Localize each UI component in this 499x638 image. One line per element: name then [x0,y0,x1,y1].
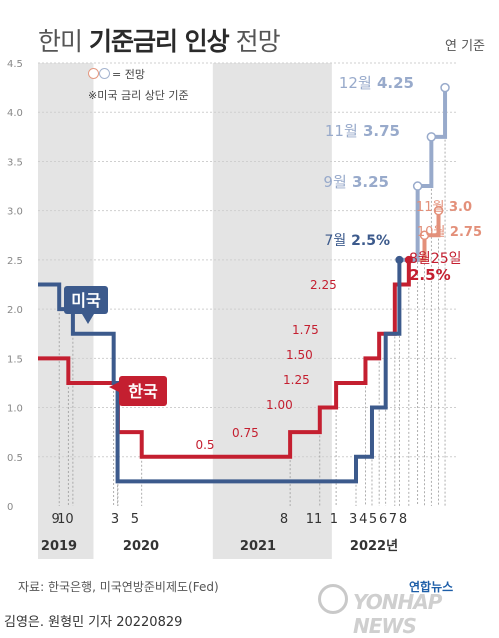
year-label: 2021 [240,539,276,554]
credit-line: 김영은. 원형민 기자 20220829 [4,615,183,630]
forecast-korea-circle-icon [88,68,99,79]
x-tick-label: 6 [379,512,387,527]
x-tick-label: 9 [52,512,60,527]
y-tick-label: 3.5 [7,157,23,168]
unit-label: 연 기준 [444,39,485,54]
x-tick-label: 11 [306,512,323,527]
x-tick-label: 8 [280,512,288,527]
legend-forecast-label: = 전망 [112,68,145,81]
y-tick-label: 4.5 [7,59,23,70]
x-tick-label: 3 [111,512,119,527]
us-label-nov: 11월 3.75 [325,122,400,140]
y-tick-label: 0.5 [7,453,23,464]
year-label: 2022년 [350,539,398,554]
us-label-sep: 9월 3.25 [323,173,389,191]
y-tick-label: 3.0 [7,207,23,218]
y-tick-label: 1.5 [7,354,23,365]
korea-current-point [404,255,413,264]
forecast-us-circle-icon [99,68,110,79]
korea-rate-label: 0.5 [195,438,214,452]
us-tag [64,286,108,314]
y-tick-label: 0 [7,502,13,513]
x-tick-label: 5 [131,512,139,527]
korea-tag-pointer [109,382,119,392]
korea-forecast-point [419,230,430,241]
title-bold: 기준금리 인상 [88,27,230,56]
x-tick-label: 10 [57,512,74,527]
korea-rate-label: 1.25 [283,373,310,387]
logo-name: YONHAP NEWS [353,590,442,638]
us-forecast-point [426,132,437,142]
korea-forecast-point [433,205,444,216]
chart-title: 한미 기준금리 인상 전망 [38,22,281,58]
y-tick-label: 2.0 [7,305,23,316]
us-forecast-line [399,87,448,262]
yonhap-logo: 연합뉴스 YONHAP NEWS [316,578,496,638]
logo-brand: 연합뉴스 [409,580,454,594]
x-tick-label: 5 [369,512,377,527]
y-tick-label: 4.0 [7,108,23,119]
korea-rate-label: 0.75 [232,426,259,440]
logo-globe-icon [318,584,348,614]
korea-label-aug-value: 2.5% [409,266,451,284]
x-tick-label: 3 [349,512,357,527]
year-band-2021 [212,63,332,559]
korea-label-nov: 11월 3.0 [416,200,472,215]
korea-rate-label: 1.00 [266,398,293,412]
x-tick-label: 7 [389,512,397,527]
x-tick-label: 1 [330,512,338,527]
us-forecast-point [412,181,423,191]
korea-rate-label: 1.75 [292,323,319,337]
x-tick-label: 4 [359,512,367,527]
korea-series-label: 한국 [128,382,158,401]
title-suffix: 전망 [235,27,281,56]
korea-rate-label: 2.25 [310,278,337,292]
x-tick-label: 8 [399,512,407,527]
us-label-jul: 7월 2.5% [325,233,391,249]
korea-label-oct: 10월 2.75 [417,225,482,240]
us-tag-pointer [82,314,94,324]
korea-tag [119,376,167,406]
legend-forecast: = 전망 [88,66,145,82]
y-tick-label: 1.0 [7,404,23,415]
us-series-label: 미국 [71,291,101,310]
us-label-dec: 12월 4.25 [339,74,414,92]
korea-label-aug-date: 8월25일 [409,251,461,267]
us-current-point [395,255,404,264]
legend-note: ※미국 금리 상단 기준 [88,89,189,102]
title-prefix: 한미 [38,27,83,56]
korea-rate-label: 1.50 [286,348,313,362]
year-label: 2020 [123,539,159,554]
us-forecast-point [440,82,450,93]
year-label: 2019 [41,539,77,554]
source-note: 자료: 한국은행, 미국연방준비제도(Fed) [18,580,219,594]
y-tick-label: 2.5 [7,256,23,267]
